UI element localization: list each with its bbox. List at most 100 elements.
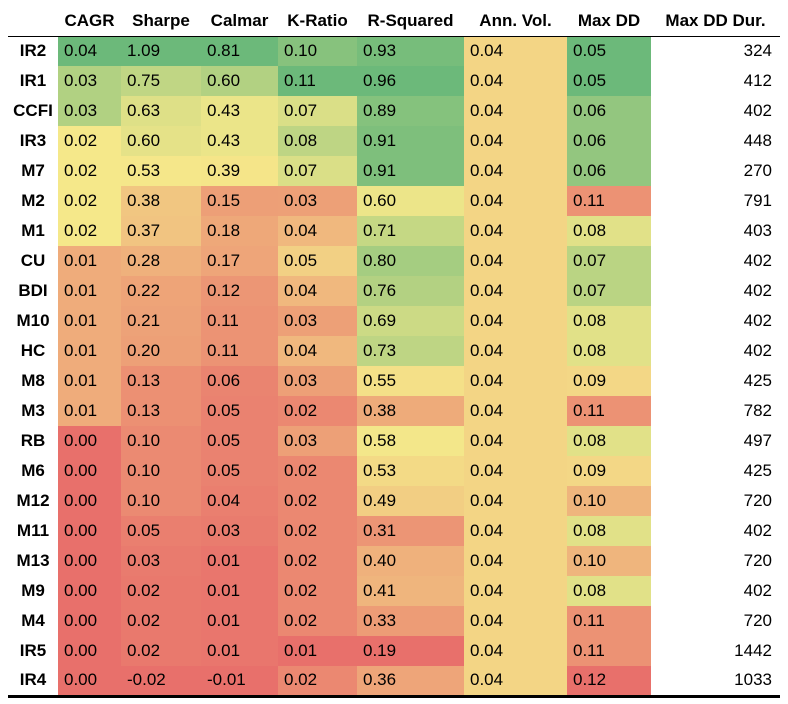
heatmap-cell: 0.01 [201, 576, 278, 606]
column-header: K-Ratio [287, 10, 348, 30]
heatmap-cell: 425 [743, 461, 772, 480]
heatmap-cell: 791 [743, 191, 772, 210]
heatmap-cell: 0.11 [278, 66, 357, 96]
table-row: M1 0.02 0.37 0.18 0.04 0.71 0.04 0.08 403 [8, 216, 780, 246]
heatmap-cell: 425 [743, 371, 772, 390]
table-row: M2 0.02 0.38 0.15 0.03 0.60 0.04 0.11 791 [8, 186, 780, 216]
heatmap-cell: 0.01 [58, 366, 121, 396]
heatmap-cell: 0.17 [201, 246, 278, 276]
heatmap-cell: 720 [743, 551, 772, 570]
row-label: M6 [21, 461, 45, 480]
heatmap-cell: 403 [743, 221, 772, 240]
row-label: HC [20, 341, 46, 360]
column-header: CAGR [64, 10, 115, 30]
heatmap-cell: 0.04 [201, 486, 278, 516]
heatmap-cell: 0.03 [278, 426, 357, 456]
heatmap-cell: 0.03 [278, 366, 357, 396]
heatmap-cell: 0.10 [121, 456, 201, 486]
heatmap-cell: 0.03 [201, 516, 278, 546]
heatmap-cell: 0.33 [357, 606, 464, 636]
heatmap-cell: 0.08 [567, 216, 651, 246]
heatmap-cell: 0.08 [567, 426, 651, 456]
table-row: M10 0.01 0.21 0.11 0.03 0.69 0.04 0.08 402 [8, 306, 780, 336]
heatmap-cell: 0.02 [278, 606, 357, 636]
heatmap-cell: 0.02 [121, 606, 201, 636]
table-body: IR2 0.04 1.09 0.81 0.10 0.93 0.04 0.05 324 IR1 0.0… [8, 36, 780, 696]
metrics-heatmap-table: CAGR Sharpe Calmar K-Ratio R-Squared Ann. Vol… [8, 6, 780, 698]
heatmap-cell: 0.02 [278, 666, 357, 696]
column-header: Ann. Vol. [479, 10, 552, 30]
table-row: M13 0.00 0.03 0.01 0.02 0.40 0.04 0.10 720 [8, 546, 780, 576]
heatmap-cell: 1.09 [121, 36, 201, 66]
table-row: IR4 0.00 -0.02 -0.01 0.02 0.36 0.04 0.12 1033 [8, 666, 780, 696]
heatmap-cell: 0.60 [121, 126, 201, 156]
heatmap-cell: 448 [743, 131, 772, 150]
heatmap-cell: 0.00 [58, 666, 121, 696]
heatmap-cell: 0.03 [58, 96, 121, 126]
row-label: M13 [16, 551, 50, 570]
table-row: M4 0.00 0.02 0.01 0.02 0.33 0.04 0.11 720 [8, 606, 780, 636]
heatmap-cell: 0.00 [58, 456, 121, 486]
heatmap-cell: 0.04 [58, 36, 121, 66]
heatmap-cell: 0.89 [357, 96, 464, 126]
heatmap-cell: 0.60 [357, 186, 464, 216]
table-row: IR1 0.03 0.75 0.60 0.11 0.96 0.04 0.05 412 [8, 66, 780, 96]
heatmap-cell: 1033 [734, 670, 772, 690]
table-row: M6 0.00 0.10 0.05 0.02 0.53 0.04 0.09 425 [8, 456, 780, 486]
heatmap-cell: 0.08 [567, 306, 651, 336]
row-label: BDI [18, 281, 48, 300]
heatmap-cell: 0.10 [121, 426, 201, 456]
row-label: M4 [21, 611, 45, 630]
heatmap-cell: 0.04 [464, 636, 567, 666]
heatmap-cell: 0.04 [464, 486, 567, 516]
table-row: RB 0.00 0.10 0.05 0.03 0.58 0.04 0.08 497 [8, 426, 780, 456]
heatmap-cell: 1442 [734, 641, 772, 660]
heatmap-cell: 0.00 [58, 636, 121, 666]
heatmap-cell: 0.00 [58, 426, 121, 456]
heatmap-cell: 0.20 [121, 336, 201, 366]
heatmap-cell: 0.10 [567, 546, 651, 576]
heatmap-cell: 0.00 [58, 486, 121, 516]
heatmap-cell: 0.10 [278, 36, 357, 66]
heatmap-cell: 0.02 [58, 126, 121, 156]
heatmap-cell: 0.07 [567, 276, 651, 306]
heatmap-cell: 0.03 [58, 66, 121, 96]
heatmap-cell: 0.53 [357, 456, 464, 486]
heatmap-cell: 0.03 [278, 186, 357, 216]
heatmap-cell: 0.91 [357, 126, 464, 156]
heatmap-cell: 0.12 [567, 666, 651, 696]
heatmap-cell: 0.36 [357, 666, 464, 696]
heatmap-cell: -0.01 [201, 666, 278, 696]
heatmap-cell: 0.38 [121, 186, 201, 216]
heatmap-cell: 0.49 [357, 486, 464, 516]
heatmap-cell: 0.04 [464, 276, 567, 306]
table-row: IR2 0.04 1.09 0.81 0.10 0.93 0.04 0.05 324 [8, 36, 780, 66]
table-row: M12 0.00 0.10 0.04 0.02 0.49 0.04 0.10 720 [8, 486, 780, 516]
heatmap-cell: 0.06 [567, 156, 651, 186]
table-row: CCFI 0.03 0.63 0.43 0.07 0.89 0.04 0.06 402 [8, 96, 780, 126]
heatmap-cell: 0.71 [357, 216, 464, 246]
heatmap-cell: 0.93 [357, 36, 464, 66]
row-label: M11 [16, 521, 50, 540]
heatmap-cell: 0.04 [464, 306, 567, 336]
heatmap-cell: 0.08 [567, 516, 651, 546]
heatmap-cell: -0.02 [121, 666, 201, 696]
heatmap-cell: 0.80 [357, 246, 464, 276]
heatmap-cell: 0.11 [567, 396, 651, 426]
heatmap-cell: 0.02 [278, 396, 357, 426]
heatmap-cell: 0.43 [201, 96, 278, 126]
heatmap-cell: 0.40 [357, 546, 464, 576]
heatmap-cell: 0.06 [567, 96, 651, 126]
heatmap-cell: 0.05 [201, 456, 278, 486]
column-header: Max DD [577, 10, 641, 30]
heatmap-cell: 0.04 [464, 396, 567, 426]
heatmap-cell: 0.12 [201, 276, 278, 306]
heatmap-cell: 0.02 [58, 216, 121, 246]
table-row: BDI 0.01 0.22 0.12 0.04 0.76 0.04 0.07 402 [8, 276, 780, 306]
heatmap-cell: 0.00 [58, 606, 121, 636]
heatmap-cell: 0.19 [357, 636, 464, 666]
heatmap-cell: 0.63 [121, 96, 201, 126]
heatmap-cell: 0.04 [464, 246, 567, 276]
heatmap-cell: 0.04 [464, 336, 567, 366]
heatmap-cell: 0.60 [201, 66, 278, 96]
